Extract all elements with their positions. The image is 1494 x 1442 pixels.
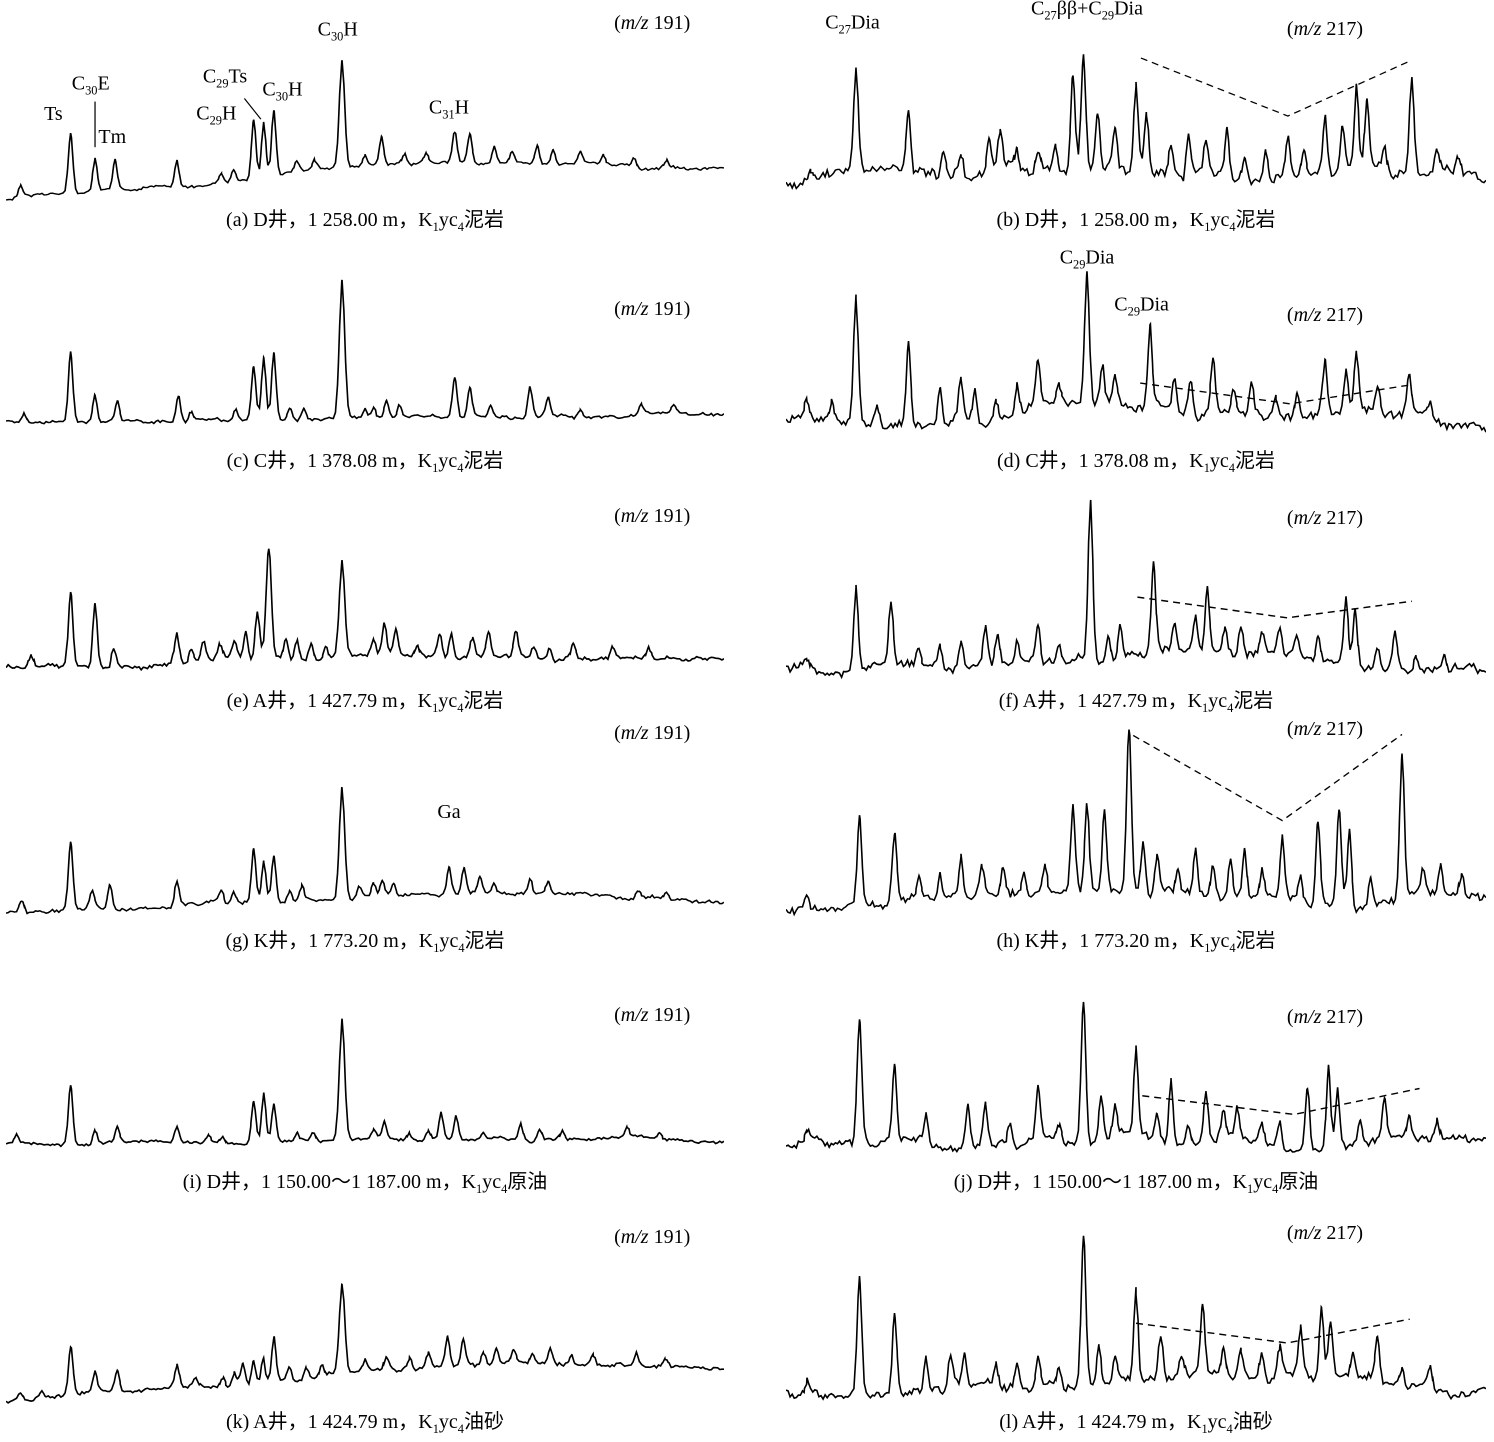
panel-caption-h: (h) K井，1 773.20 m，K1yc4泥岩 (996, 930, 1276, 956)
panel-caption-d: (d) C井，1 378.08 m，K1yc4泥岩 (997, 449, 1275, 475)
panel-caption-k: (k) A井，1 424.79 m，K1yc4油砂 (226, 1411, 504, 1436)
plot-j: (m/z 217) (786, 961, 1486, 1168)
trace-path (786, 271, 1486, 433)
panel-c: (m/z 191) (c) C井，1 378.08 m，K1yc4泥岩 (0, 240, 738, 480)
panel-j: (m/z 217) (j) D井，1 150.00～1 187.00 m，K1yc… (738, 961, 1494, 1201)
panel-b: C27Dia C27ββ+C29Dia (m/z 217) (b) D井，1 258.… (738, 0, 1494, 240)
panel-caption-l: (l) A井，1 424.79 m，K1yc4油砂 (999, 1411, 1273, 1436)
panel-caption-f: (f) A井，1 427.79 m，K1yc4泥岩 (998, 689, 1274, 715)
trace-path (786, 1235, 1486, 1401)
chromatogram-trace-l (786, 1235, 1486, 1401)
panel-caption-g: (g) K井，1 773.20 m，K1yc4泥岩 (225, 930, 505, 956)
plot-e: (m/z 191) (6, 481, 724, 688)
panel-h: (m/z 217) (h) K井，1 773.20 m，K1yc4泥岩 (738, 721, 1494, 961)
panel-caption-i: (i) D井，1 150.00～1 187.00 m，K1yc4原油 (182, 1170, 548, 1196)
dashed-v-guide (1135, 1318, 1410, 1344)
peak-label-pointer (243, 98, 262, 120)
plot-c: (m/z 191) (6, 240, 724, 447)
panel-caption-j: (j) D井，1 150.00～1 187.00 m，K1yc4原油 (953, 1170, 1319, 1196)
chromatogram-trace-a (6, 60, 724, 201)
panel-caption-e: (e) A井，1 427.79 m，K1yc4泥岩 (226, 689, 504, 715)
trace-path (786, 499, 1486, 679)
panel-f: (m/z 217) (f) A井，1 427.79 m，K1yc4泥岩 (738, 481, 1494, 721)
chromatogram-trace-d (786, 271, 1486, 433)
panel-caption-c: (c) C井，1 378.08 m，K1yc4泥岩 (226, 449, 504, 475)
plot-g: Ga (m/z 191) (6, 721, 724, 928)
chromatogram-trace-c (6, 280, 724, 425)
chromatogram-trace-b (786, 54, 1486, 190)
plot-k: (m/z 191) (6, 1202, 724, 1409)
chromatogram-trace-g (6, 786, 724, 915)
panel-a: Ts C30E Tm C29H C29Ts C30H C30H C31H (m/z 191) (a… (0, 0, 738, 240)
trace-path (6, 786, 724, 915)
trace-path (6, 1018, 724, 1148)
trace-path (6, 280, 724, 425)
dashed-v-guide (1142, 1088, 1420, 1116)
chromatogram-trace-f (786, 499, 1486, 679)
trace-path (6, 548, 724, 671)
panel-l: (m/z 217) (l) A井，1 424.79 m，K1yc4油砂 (738, 1202, 1494, 1442)
panel-e: (m/z 191) (e) A井，1 427.79 m，K1yc4泥岩 (0, 481, 738, 721)
chromatogram-trace-j (786, 1002, 1486, 1154)
trace-path (786, 54, 1486, 190)
plot-a: Ts C30E Tm C29H C29Ts C30H C30H C31H (m/z 191) (6, 0, 724, 207)
plot-b: C27Dia C27ββ+C29Dia (m/z 217) (786, 0, 1486, 207)
dashed-v-guide (1132, 733, 1403, 822)
dashed-v-guide (1140, 382, 1410, 405)
trace-path (786, 1002, 1486, 1154)
trace-path (6, 1282, 724, 1404)
trace-path (786, 729, 1486, 917)
chromatogram-trace-e (6, 548, 724, 671)
chromatogram-trace-h (786, 729, 1486, 917)
panel-d: C29Dia C29Dia (m/z 217) (d) C井，1 378.08 m，K… (738, 240, 1494, 480)
panel-caption-b: (b) D井，1 258.00 m，K1yc4泥岩 (996, 209, 1276, 235)
panel-i: (m/z 191) (i) D井，1 150.00～1 187.00 m，K1yc… (0, 961, 738, 1201)
panel-g: Ga (m/z 191) (g) K井，1 773.20 m，K1yc4泥岩 (0, 721, 738, 961)
plot-d: C29Dia C29Dia (m/z 217) (786, 240, 1486, 447)
dashed-v-guide (1137, 596, 1412, 619)
plot-h: (m/z 217) (786, 721, 1486, 928)
panel-caption-a: (a) D井，1 258.00 m，K1yc4泥岩 (226, 209, 504, 235)
plot-l: (m/z 217) (786, 1202, 1486, 1409)
chromatogram-trace-i (6, 1018, 724, 1148)
chromatogram-trace-k (6, 1282, 724, 1404)
panel-k: (m/z 191) (k) A井，1 424.79 m，K1yc4油砂 (0, 1202, 738, 1442)
plot-i: (m/z 191) (6, 961, 724, 1168)
dashed-v-guide (1140, 57, 1413, 117)
plot-f: (m/z 217) (786, 481, 1486, 688)
trace-path (6, 60, 724, 201)
